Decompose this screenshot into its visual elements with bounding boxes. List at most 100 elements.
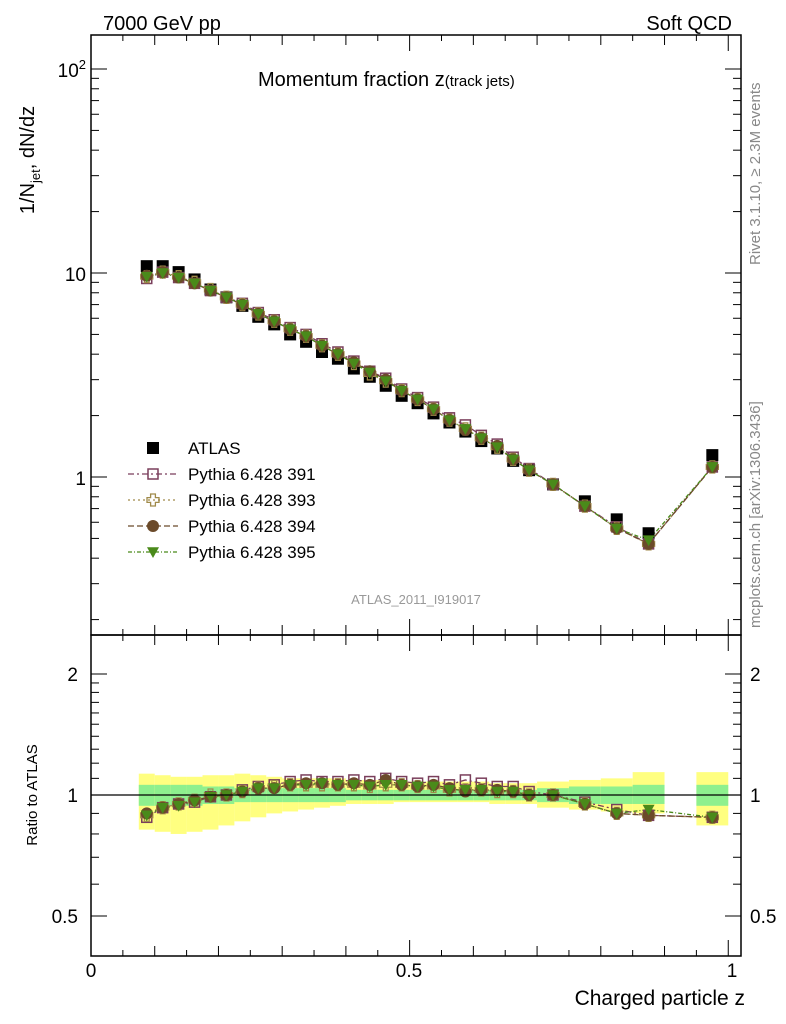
chart-title-suffix: (track jets) [445,73,515,90]
chart-title-main: Momentum fraction z [258,69,445,91]
x-axis-label: Charged particle z [575,987,745,1010]
axis-ticks [90,35,741,956]
mc-point-4 [140,271,153,283]
mc-point-4 [156,268,169,279]
mc-point-4 [395,385,408,397]
ratio-point-4 [284,780,297,791]
mc-point-4 [204,285,217,297]
ratio-series-markers [140,772,719,824]
data-point [140,260,153,273]
mc-point-4 [475,433,488,445]
mc-point-4 [172,272,185,284]
series-line-2 [146,271,713,545]
mc-point-4 [220,292,233,304]
ratio-point-4 [172,801,185,812]
ratio-point-4 [475,785,488,796]
ratio-point-4 [140,810,153,822]
ratio-point-4 [331,780,344,791]
legend-marker-4 [147,547,159,558]
mc-point-4 [547,479,560,491]
ratio-point-4 [642,804,655,816]
legend-label-data: ATLAS [188,439,241,458]
ratio-y-axis-label: Ratio to ATLAS [24,744,41,845]
mc-point-4 [427,404,440,416]
y-tick-label-100: 102 [58,57,86,82]
ratio-point-4 [156,802,169,814]
ratio-point-4 [300,780,313,791]
ratio-y-tick-label-right-2: 2 [750,665,761,686]
mc-point-4 [507,454,520,466]
ratio-point-1 [459,774,472,786]
mc-point-4 [642,535,655,547]
mc-point-4 [268,316,281,328]
ratio-point-4 [706,812,719,824]
x-tick-label-1: 1 [727,961,738,982]
ratio-point-4 [188,797,201,809]
mc-point-4 [284,324,297,336]
legend-marker-3 [147,520,159,532]
ratio-y-tick-label-2: 2 [67,665,78,686]
ratio-point-4 [252,783,265,795]
y-axis-label: 1/Njet, dN/dz [17,106,43,214]
legend-label-2: Pythia 6.428 393 [188,491,316,510]
mc-point-4 [316,340,329,352]
side-label-mcplots: mcplots.cern.ch [arXiv:1306.3436] [747,401,764,628]
legend-label-3: Pythia 6.428 394 [188,517,316,536]
stat-uncertainty-band [632,784,665,804]
ratio-point-4 [411,781,424,793]
ratio-y-tick-label-0.5: 0.5 [52,907,78,928]
legend-marker-2 [146,493,160,507]
legend-label-1: Pythia 6.428 391 [188,465,316,484]
legend-label-4: Pythia 6.428 395 [188,543,316,562]
mc-point-4 [459,424,472,435]
ratio-line-4 [146,782,713,818]
mc-point-4 [347,358,360,370]
x-tick-label-0.5: 0.5 [396,961,422,982]
analysis-label: ATLAS_2011_I919017 [351,592,481,607]
mc-point-4 [523,465,536,477]
y-tick-label-100-exp: 2 [79,57,86,72]
ratio-point-4 [363,781,376,793]
y-tick-label-10: 10 [65,265,86,286]
x-tick-label-0: 0 [86,961,97,982]
header-energy-label: 7000 GeV pp [103,13,221,35]
ratio-point-4 [236,786,249,798]
ratio-point-4 [443,785,456,796]
y-axis-label-main: 1/N [17,183,39,214]
ratio-point-4 [507,786,520,798]
mc-point-4 [379,376,392,388]
y-tick-label-1: 1 [75,469,86,490]
ratio-y-tick-label-right-0.5: 0.5 [750,907,776,928]
legend-marker-1 [147,468,159,480]
ratio-point-4 [610,808,623,820]
mc-point-4 [578,501,591,513]
chart-title: Momentum fraction z(track jets) [258,69,515,91]
mc-point-4 [706,462,719,473]
header-category-label: Soft QCD [646,13,732,35]
mc-point-4 [300,331,313,343]
y-axis-label-tail: , dN/dz [17,106,39,169]
ratio-point-4 [379,780,392,791]
mc-point-4 [252,309,265,320]
main-series-markers [140,260,719,551]
ratio-point-4 [427,781,440,793]
ratio-point-4 [395,780,408,791]
legend: ATLAS Pythia 6.428 391 Pythia 6.428 393 Pyt… [128,439,316,562]
mc-point-4 [363,367,376,379]
y-axis-label-sub: jet [28,169,43,184]
ratio-y-tick-label-1: 1 [67,786,78,807]
ratio-point-4 [316,778,329,790]
side-label-rivet: Rivet 3.1.10, ≥ 2.3M events [747,83,764,266]
ratio-point-4 [578,799,591,810]
mc-point-4 [491,442,504,454]
ratio-y-tick-label-right-1: 1 [750,786,761,807]
mc-point-4 [188,278,201,290]
y-tick-label-100-base: 10 [58,61,79,82]
mc-point-4 [331,349,344,361]
mc-point-4 [236,299,249,311]
ratio-point-4 [347,780,360,791]
ratio-point-4 [491,786,504,798]
ratio-point-4 [459,785,472,796]
legend-marker-data [147,442,159,454]
